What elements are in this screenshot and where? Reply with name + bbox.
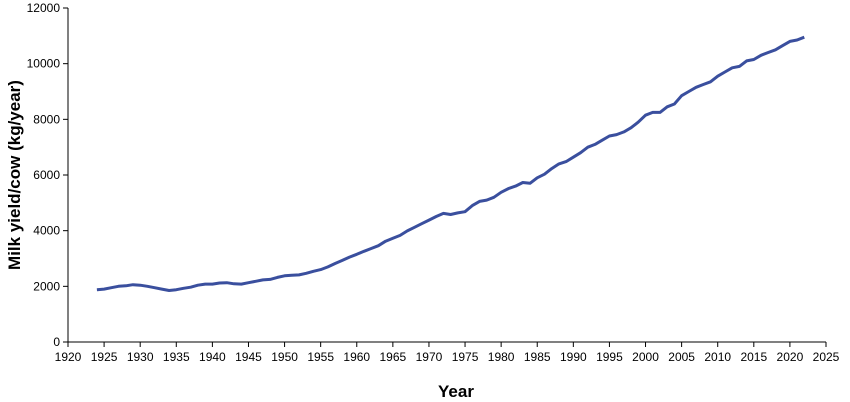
x-tick-label: 1955 xyxy=(307,350,334,364)
x-tick-label: 1990 xyxy=(560,350,587,364)
y-axis-title: Milk yield/cow (kg/year) xyxy=(5,80,24,270)
x-tick-label: 1935 xyxy=(163,350,190,364)
x-tick-label: 1970 xyxy=(416,350,443,364)
data-line xyxy=(96,35,805,292)
x-tick-label: 1975 xyxy=(452,350,479,364)
y-tick-label: 4000 xyxy=(33,224,60,238)
x-tick-label: 1950 xyxy=(271,350,298,364)
x-tick-label: 1920 xyxy=(55,350,82,364)
x-tick-label: 1925 xyxy=(91,350,118,364)
x-tick-label: 1960 xyxy=(343,350,370,364)
x-tick-label: 2005 xyxy=(668,350,695,364)
x-tick-label: 2025 xyxy=(813,350,840,364)
x-tick-label: 2015 xyxy=(740,350,767,364)
y-tick-label: 8000 xyxy=(33,112,60,126)
y-tick-label: 12000 xyxy=(27,1,61,15)
x-tick-label: 1930 xyxy=(127,350,154,364)
x-tick-label: 2000 xyxy=(632,350,659,364)
x-tick-label: 1995 xyxy=(596,350,623,364)
x-tick-label: 1945 xyxy=(235,350,262,364)
x-tick-label: 1965 xyxy=(380,350,407,364)
x-tick-label: 2010 xyxy=(704,350,731,364)
x-tick-label: 1985 xyxy=(524,350,551,364)
y-tick-label: 2000 xyxy=(33,279,60,293)
x-axis-title: Year xyxy=(438,382,474,401)
x-tick-label: 2020 xyxy=(777,350,804,364)
x-tick-label: 1980 xyxy=(488,350,515,364)
y-tick-label: 6000 xyxy=(33,168,60,182)
x-tick-label: 1940 xyxy=(199,350,226,364)
y-tick-label: 0 xyxy=(53,335,60,349)
y-tick-label: 10000 xyxy=(27,57,61,71)
